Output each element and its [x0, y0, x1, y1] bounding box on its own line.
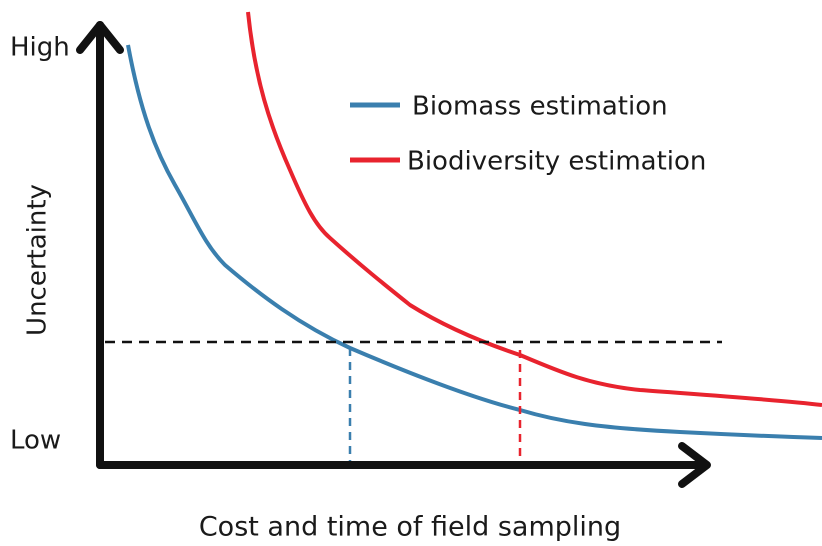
low-label: Low — [10, 426, 61, 456]
high-label: High — [10, 33, 70, 63]
x-axis-label: Cost and time of field sampling — [199, 512, 621, 543]
biomass-curve — [126, 44, 822, 440]
biodiversity-curve — [246, 11, 822, 407]
y-axis-label: Uncertainty — [23, 184, 53, 336]
legend-label: Biomass estimation — [412, 92, 668, 122]
legend-label: Biodiversity estimation — [407, 147, 706, 177]
axes — [76, 21, 711, 488]
x-arrow — [678, 442, 711, 488]
y-arrow — [76, 21, 124, 54]
